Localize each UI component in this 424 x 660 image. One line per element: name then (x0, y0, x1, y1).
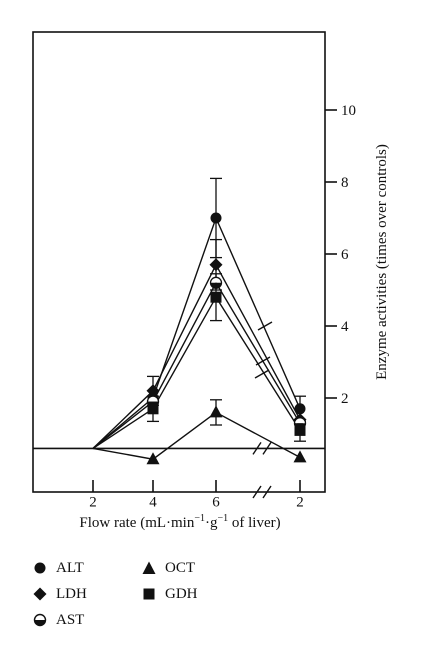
marker-gdh-1 (147, 403, 159, 415)
marker-oct-1 (146, 452, 160, 465)
x-axis-title-part-3: of liver) (228, 515, 280, 531)
circle-marker-icon (34, 562, 46, 574)
x-axis-title-part-1: Flow rate (mL·min (79, 515, 194, 531)
legend-label-gdh: GDH (165, 586, 198, 602)
chart: 2 4 6 8 10 2 4 6 2 Enzyme activities (times ove… (32, 31, 390, 531)
break-line-3 (254, 369, 270, 379)
series-line-ldh (92, 263, 301, 449)
series-line-oct (92, 411, 301, 460)
legend-item-ast: AST (33, 611, 84, 629)
series-line-ast (92, 281, 301, 449)
marker-alt-3 (294, 403, 306, 415)
series-markers (146, 212, 307, 465)
x-axis-title-sup-2: −1 (218, 513, 229, 524)
marker-alt-2 (210, 212, 222, 224)
marker-ast-2-ring (209, 276, 223, 289)
legend-item-gdh: GDH (142, 585, 198, 603)
break-x-axis-a (252, 485, 262, 499)
marker-oct-3 (293, 450, 307, 463)
break-baseline-a (252, 442, 262, 455)
break-line-1 (257, 321, 273, 331)
axis-break-marks (252, 321, 273, 499)
x-tick-label-2: 6 (212, 495, 220, 511)
legend-label-alt: ALT (56, 560, 84, 576)
square-marker-icon (143, 588, 155, 600)
legend-label-ldh: LDH (56, 586, 87, 602)
diamond-marker-icon (33, 587, 47, 601)
x-tick-label-1: 4 (149, 495, 157, 511)
marker-ldh-1 (146, 384, 160, 398)
legend-item-oct: OCT (142, 559, 195, 577)
x-axis-title: Flow rate (mL·min−1·g−1 of liver) (79, 513, 280, 531)
break-x-axis-b (262, 485, 272, 499)
marker-ldh-2 (209, 258, 223, 272)
marker-gdh-2 (210, 291, 222, 303)
y-tick-label-10: 10 (341, 103, 356, 119)
series-lines (92, 216, 301, 460)
y-tick-label-4: 4 (341, 319, 349, 335)
marker-oct-2 (209, 405, 223, 418)
triangle-marker-icon (142, 561, 156, 574)
y-tick-label-6: 6 (341, 247, 349, 263)
y-axis-title: Enzyme activities (times over controls) (374, 144, 390, 380)
y-tick-label-8: 8 (341, 175, 349, 191)
break-baseline-b (262, 442, 272, 455)
marker-ast-2 (209, 276, 223, 289)
x-axis: 2 4 6 2 (89, 480, 304, 511)
plot-frame (32, 31, 326, 493)
legend-item-alt: ALT (33, 559, 84, 577)
x-axis-title-part-2: ·g (205, 515, 218, 531)
legend-item-ldh: LDH (33, 585, 87, 603)
x-axis-title-sup-1: −1 (194, 513, 205, 524)
break-line-2 (255, 356, 271, 366)
marker-gdh-3 (294, 424, 306, 436)
y-tick-label-2: 2 (341, 391, 349, 407)
series-line-alt (92, 216, 301, 449)
half-circle-marker-icon (33, 613, 47, 627)
x-tick-label-0: 2 (89, 495, 97, 511)
x-tick-label-3: 2 (296, 495, 304, 511)
legend-label-oct: OCT (165, 560, 195, 576)
y-axis: 2 4 6 8 10 (325, 103, 356, 407)
legend-label-ast: AST (56, 612, 85, 628)
